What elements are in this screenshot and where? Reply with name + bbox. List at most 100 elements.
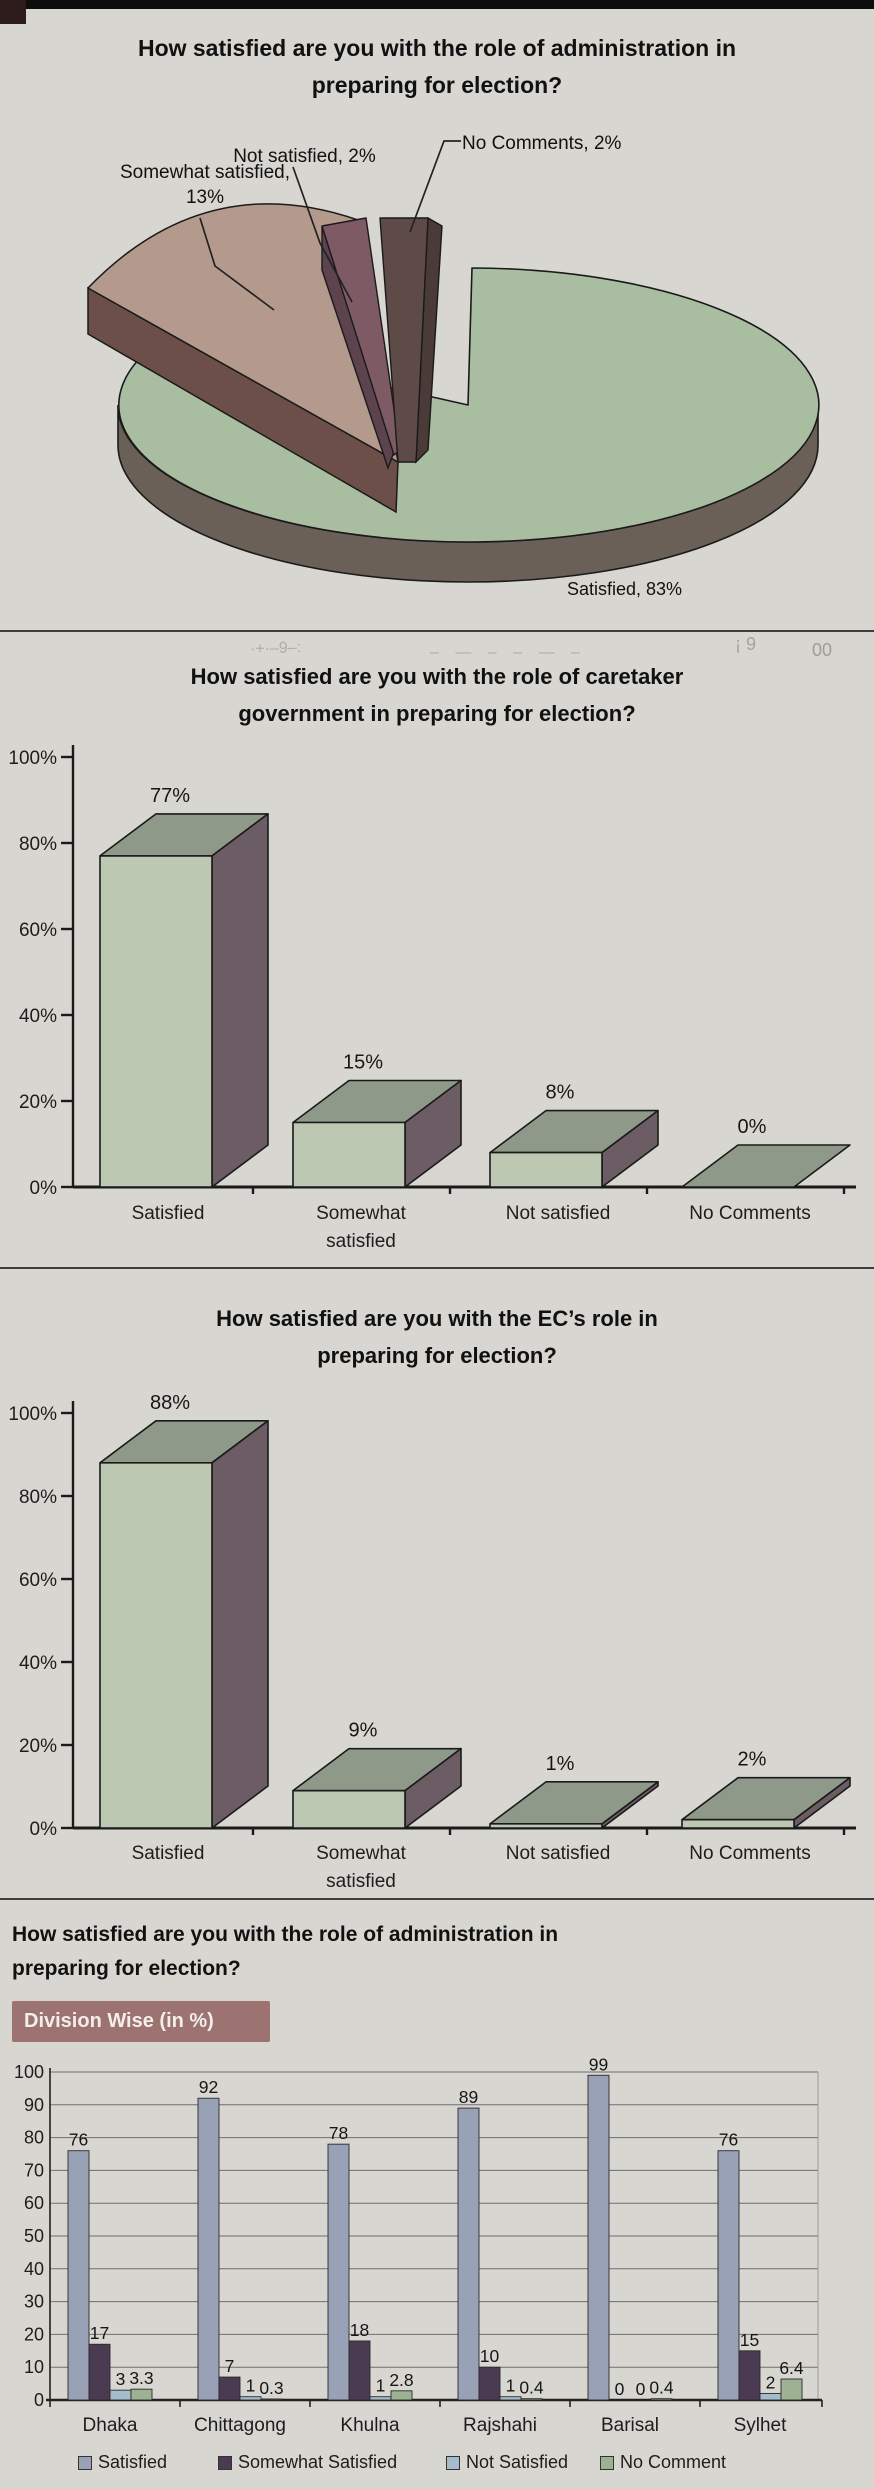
bar-value-label: 89 <box>459 2087 478 2107</box>
bar-front-face <box>681 1818 795 1829</box>
category-label: satisfied <box>326 1231 396 1252</box>
gridlines <box>50 2071 818 2401</box>
bar-chart-caretaker-title-line1: How satisfied are you with the role of c… <box>190 664 684 689</box>
bar-front-face <box>489 1823 603 1829</box>
bar-value-label: 15 <box>740 2330 759 2350</box>
bar-value-label: 0 <box>615 2379 625 2399</box>
y-axis-label: 100% <box>8 748 57 769</box>
category-labels: Satisfied Somewhat satisfied Not satisfied N… <box>132 1843 811 1892</box>
legend-item-satisfied: Satisfied <box>78 2452 167 2473</box>
bar-value-labels: 88% 9% 1% 2% <box>150 1392 767 1775</box>
bar-value-label: 3 <box>116 2369 126 2389</box>
bars <box>99 813 851 1188</box>
bar-front-face <box>292 1789 406 1829</box>
pie-label-not-satisfied: Not satisfied, 2% <box>233 146 376 167</box>
bar-value-label: 6.4 <box>779 2358 804 2378</box>
bars <box>99 1420 851 1829</box>
bar-not-satisfied <box>499 2396 522 2401</box>
y-axis-label: 60% <box>19 1570 57 1591</box>
y-axis-label: 60 <box>24 2193 44 2213</box>
bar-value-label: 15% <box>343 1052 383 1074</box>
pie-leader-lines <box>199 140 461 311</box>
pie-chart <box>87 140 820 583</box>
scan-artifact-bleed-2: 00 <box>812 640 833 660</box>
y-axis-label: 20 <box>24 2324 44 2344</box>
grouped-chart-title-line2: preparing for election? <box>12 1957 241 1980</box>
bar-chart-ec-title-line2: preparing for election? <box>317 1343 557 1368</box>
bar-value-label: 2.8 <box>389 2370 413 2390</box>
section-divider-3 <box>0 1898 874 1900</box>
bar-value-label: 8% <box>546 1082 575 1104</box>
y-axis-label: 30 <box>24 2292 44 2312</box>
bar-value-label: 9% <box>349 1720 378 1742</box>
bar-satisfied <box>717 2150 740 2401</box>
y-axis-labels: 100% 80% 60% 40% 20% 0% <box>8 748 57 1199</box>
bar-somewhat-satisfied <box>218 2376 241 2401</box>
category-label: Satisfied <box>132 1203 205 1224</box>
y-axis-label: 20% <box>19 1736 57 1757</box>
category-label: Not satisfied <box>506 1843 611 1864</box>
grouped-chart-title-line1: How satisfied are you with the role of a… <box>12 1923 559 1946</box>
bar-value-label: 10 <box>480 2346 500 2366</box>
bar-front-face <box>292 1121 406 1188</box>
bar-somewhat-satisfied <box>478 2366 501 2401</box>
pie-label-somewhat-satisfied: Somewhat satisfied, 13% <box>110 160 300 210</box>
bar-satisfied <box>197 2097 220 2401</box>
legend-item-no-comment: No Comment <box>600 2452 726 2473</box>
bar-value-label: 2% <box>738 1749 767 1771</box>
bar-value-label: 2 <box>766 2372 776 2392</box>
y-axis-label: 100% <box>8 1404 57 1425</box>
legend-swatch <box>78 2455 92 2470</box>
bar-no-comment <box>650 2398 673 2401</box>
bar-value-label: 7 <box>225 2356 235 2376</box>
pie-slice-somewhat <box>87 203 399 463</box>
section-divider-2 <box>0 1267 874 1269</box>
pie-slices <box>87 203 820 583</box>
category-label: satisfied <box>326 1871 396 1892</box>
bar-chart-caretaker-title-line2: government in preparing for election? <box>238 701 636 726</box>
category-labels: Dhaka Chittagong Khulna Rajshahi Barisal Sylh… <box>83 2415 788 2436</box>
category-label: Barisal <box>601 2415 659 2436</box>
bar-value-label: 1 <box>246 2376 256 2396</box>
bar-side-face <box>211 813 269 1188</box>
division-wise-tag: Division Wise (in %) <box>12 2001 270 2042</box>
category-label: Somewhat <box>316 1843 406 1864</box>
bar-chart-ec: 100% 80% 60% 40% 20% 0% 88% 9% 1% 2% Satisfied Some… <box>8 1392 856 1892</box>
bar-satisfied <box>587 2074 610 2401</box>
bar-not-satisfied <box>109 2389 132 2401</box>
section-divider-1 <box>0 630 874 632</box>
bar-side-face <box>211 1420 269 1829</box>
bar-front-face <box>99 855 213 1188</box>
legend-swatch <box>600 2455 614 2470</box>
grouped-chart-title: How satisfied are you with the role of a… <box>0 1918 862 1986</box>
bar-chart-caretaker: 100% 80% 60% 40% 20% 0% 77% 15% 8% 0% Satisfied Som… <box>8 745 856 1252</box>
y-axis-labels: 100% 80% 60% 40% 20% 0% <box>8 1404 57 1840</box>
bar-value-label: 0.4 <box>519 2378 544 2398</box>
y-axis-label: 10 <box>24 2357 44 2377</box>
pie-chart-title-line1: How satisfied are you with the role of a… <box>137 35 737 61</box>
category-labels: Satisfied Somewhat satisfied Not satisfied N… <box>132 1203 811 1252</box>
category-label: No Comments <box>689 1203 810 1224</box>
y-axis-label: 80% <box>19 1487 57 1508</box>
legend-item-not-satisfied: Not Satisfied <box>446 2452 568 2473</box>
bar-value-label: 0.3 <box>259 2378 283 2398</box>
y-axis-label: 0% <box>30 1178 58 1199</box>
bar-front-face <box>99 1462 213 1829</box>
bar-satisfied <box>457 2107 480 2401</box>
scan-artifact-bleed-1: ¡ 9 <box>735 634 757 654</box>
bar-satisfied <box>327 2143 350 2401</box>
bar-value-label: 18 <box>350 2320 369 2340</box>
scan-artifact-dashes: – — – – ­— – <box>430 644 586 661</box>
pie-label-somewhat-line2: 13% <box>185 187 225 208</box>
bar-value-label: 1% <box>546 1753 575 1775</box>
bar-somewhat-satisfied <box>738 2350 761 2401</box>
bar-chart-ec-title-line1: How satisfied are you with the EC’s role… <box>216 1306 658 1331</box>
bar-no-comment <box>390 2390 413 2401</box>
category-label: Sylhet <box>734 2415 788 2436</box>
y-axis-label: 70 <box>24 2160 44 2180</box>
y-axis-label: 60% <box>19 920 57 941</box>
legend-label: Satisfied <box>98 2452 168 2472</box>
